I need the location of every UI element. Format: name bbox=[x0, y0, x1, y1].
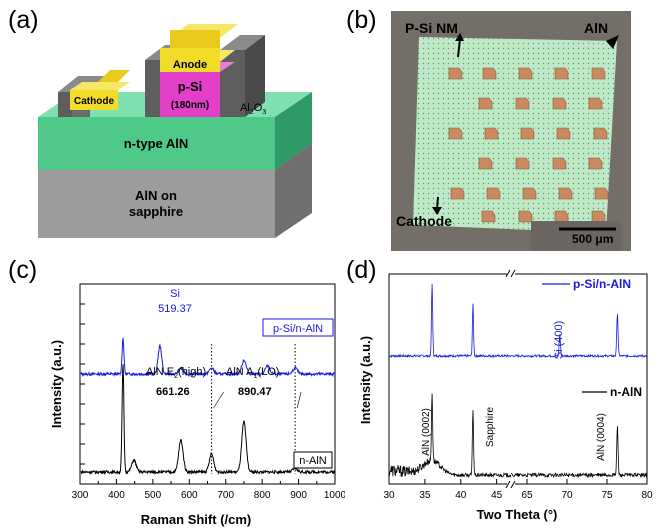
panel-c-label: (c) bbox=[8, 256, 38, 284]
legend-naln-raman: n-AlN bbox=[299, 455, 327, 467]
micrograph: P-Si NM AlN Cathode 500 μm bbox=[391, 11, 631, 251]
xrd-x-tick: 45 bbox=[491, 490, 503, 501]
xrd-x-tick: 80 bbox=[641, 490, 653, 501]
al2o3-label: Al2O3 bbox=[240, 102, 266, 116]
anode-contact bbox=[160, 48, 220, 72]
cathode-pad bbox=[522, 187, 537, 200]
ntype-aln-block bbox=[38, 117, 275, 170]
al2o3-block bbox=[220, 50, 245, 117]
xrd-xlabel: Two Theta (°) bbox=[477, 507, 558, 522]
ntype-label: n-type AlN bbox=[124, 136, 189, 151]
cathode-pad bbox=[450, 187, 465, 200]
cathode-pad bbox=[482, 67, 497, 80]
cathode-label-b: Cathode bbox=[396, 213, 452, 229]
raman-xlabel: Raman Shift (/cm) bbox=[141, 512, 252, 527]
a1-label: AlN A1(LO) bbox=[226, 366, 279, 380]
psi-nm-arrow bbox=[457, 38, 461, 58]
raman-series-line bbox=[80, 364, 335, 476]
raman-x-tick: 300 bbox=[72, 490, 89, 501]
cathode-contact bbox=[70, 90, 118, 110]
xrd-ylabel: Intensity (a.u.) bbox=[358, 336, 373, 424]
psi-thickness-label: (180nm) bbox=[171, 100, 209, 111]
si400-label: Si (400) bbox=[553, 321, 565, 360]
si-peak-label: Si bbox=[170, 288, 180, 300]
cathode-pad bbox=[481, 210, 496, 223]
sapphire-label: Sapphire bbox=[485, 407, 496, 447]
psi-block bbox=[160, 72, 220, 117]
xrd-x-tick: 40 bbox=[455, 490, 467, 501]
legend-psi-raman: p-Si/n-AlN bbox=[273, 323, 323, 335]
panel-a-label: (a) bbox=[8, 6, 39, 34]
raman-x-tick: 700 bbox=[217, 490, 234, 501]
psi-label: p-Si bbox=[178, 79, 203, 94]
a1-arrow bbox=[296, 391, 302, 409]
xrd-x-tick: 75 bbox=[601, 490, 613, 501]
cathode-pad bbox=[448, 67, 463, 80]
cathode-pad bbox=[515, 157, 530, 170]
cathode-pads bbox=[448, 67, 609, 223]
raman-chart: 300 400 500 600 700 800 900 1000 Raman Shift (/… bbox=[49, 283, 345, 527]
cathode-pad bbox=[478, 157, 493, 170]
e2-label: AlN E2(high) bbox=[146, 366, 206, 380]
cathode-pad bbox=[591, 210, 606, 223]
cathode-pad bbox=[556, 127, 571, 140]
cathode-pad bbox=[588, 97, 603, 110]
legend-naln-xrd: n-AlN bbox=[610, 385, 642, 399]
aln-label: AlN bbox=[584, 20, 608, 36]
xrd-x-tick: 35 bbox=[419, 490, 431, 501]
anode-label: Anode bbox=[173, 59, 207, 71]
cathode-pad bbox=[552, 157, 567, 170]
cathode-label: Cathode bbox=[74, 96, 114, 107]
xrd-chart: 30 35 40 45 65 70 75 80 Two Theta (°) Intensity… bbox=[358, 269, 653, 522]
xrd-x-tick: 70 bbox=[561, 490, 573, 501]
substrate-label-2: sapphire bbox=[129, 204, 183, 219]
raman-x-tick: 600 bbox=[181, 490, 198, 501]
device-schematic: Anode Cathode p-Si (180nm) Al2O3 n-type … bbox=[38, 24, 312, 238]
panel-b-label: (b) bbox=[346, 6, 377, 34]
cathode-pad bbox=[448, 127, 463, 140]
xrd-x-tick: 65 bbox=[521, 490, 533, 501]
cathode-pad bbox=[593, 127, 608, 140]
substrate-block bbox=[38, 170, 275, 238]
cathode-pad bbox=[518, 210, 533, 223]
raman-ylabel: Intensity (a.u.) bbox=[49, 340, 64, 428]
raman-series-line bbox=[80, 337, 335, 378]
raman-x-tick: 400 bbox=[108, 490, 125, 501]
panel-d-label: (d) bbox=[346, 256, 377, 284]
cathode-pad bbox=[486, 187, 501, 200]
si-peak-value: 519.37 bbox=[158, 303, 192, 315]
psi-nm-label: P-Si NM bbox=[405, 20, 458, 36]
cathode-pad bbox=[588, 157, 603, 170]
cathode-pad bbox=[594, 187, 609, 200]
e2-value: 661.26 bbox=[156, 386, 190, 398]
xrd-series-line bbox=[388, 283, 648, 359]
e2-arrow bbox=[213, 391, 224, 409]
cathode-pad bbox=[518, 67, 533, 80]
cathode-pad bbox=[484, 127, 499, 140]
raman-x-tick: 900 bbox=[290, 490, 307, 501]
aln-arrow bbox=[606, 35, 619, 49]
xrd-x-tick: 30 bbox=[383, 490, 395, 501]
cathode-pad bbox=[478, 97, 493, 110]
cathode-pad bbox=[515, 97, 530, 110]
cathode-pad bbox=[552, 97, 567, 110]
cathode-pad bbox=[558, 187, 573, 200]
legend-psi-xrd: p-Si/n-AlN bbox=[573, 277, 631, 291]
scale-bar-label: 500 μm bbox=[572, 232, 613, 246]
raman-x-tick: 500 bbox=[145, 490, 162, 501]
raman-x-tick: 800 bbox=[254, 490, 271, 501]
cathode-pad bbox=[520, 127, 535, 140]
aln0004-label: AlN (0004) bbox=[596, 413, 607, 461]
cathode-pad bbox=[591, 67, 606, 80]
aln0002-label: AlN (0002) bbox=[421, 408, 432, 456]
cathode-pad bbox=[554, 210, 569, 223]
cathode-pad bbox=[554, 67, 569, 80]
substrate-label-1: AlN on bbox=[135, 188, 177, 203]
a1-value: 890.47 bbox=[238, 386, 272, 398]
raman-x-tick: 1000 bbox=[324, 490, 345, 501]
xrd-series-line bbox=[388, 393, 648, 479]
